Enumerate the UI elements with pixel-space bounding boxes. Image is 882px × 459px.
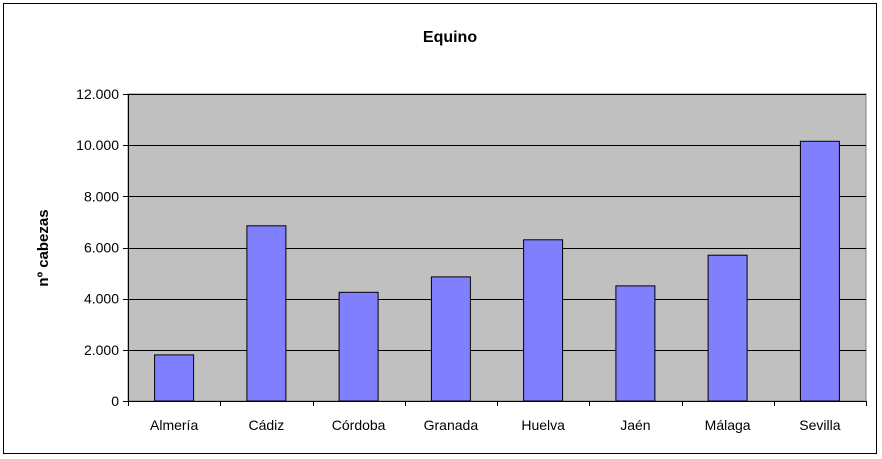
y-tick-label-3: 6.000 [84,240,119,256]
bar-8 [799,140,840,402]
bar-2 [246,225,287,402]
bar-6 [615,285,656,402]
bar-5 [523,239,564,402]
x-tick-label-8: Sevilla [799,417,840,433]
y-tick-label-6: 12.000 [76,86,119,102]
y-tick-labels: 0 2.000 4.000 6.000 8.000 10.000 12.000 [76,86,119,409]
bar-1 [154,354,195,402]
chart-title: Equino [423,29,477,46]
y-tick-label-0: 0 [111,393,119,409]
x-tick-label-2: Cádiz [248,417,284,433]
y-tick-label-1: 2.000 [84,342,119,358]
x-tick-label-3: Córdoba [332,417,386,433]
y-tick-label-2: 4.000 [84,291,119,307]
y-axis-title: nº cabezas [35,209,52,286]
bar-7 [707,254,748,402]
x-tick-label-4: Granada [424,417,479,433]
x-tick-label-5: Huelva [521,417,565,433]
x-tick-label-6: Jaén [620,417,650,433]
x-tick-label-7: Málaga [705,417,751,433]
x-tick-label-1: Almería [150,417,198,433]
axes [123,94,867,406]
bar-3 [338,291,379,402]
bars [154,140,840,402]
y-tick-label-5: 10.000 [76,137,119,153]
plot-area [127,93,867,402]
x-tick-labels: Almería Cádiz Córdoba Granada Huelva Jaén Mála… [150,417,841,433]
bar-4 [430,276,471,402]
y-tick-label-4: 8.000 [84,188,119,204]
